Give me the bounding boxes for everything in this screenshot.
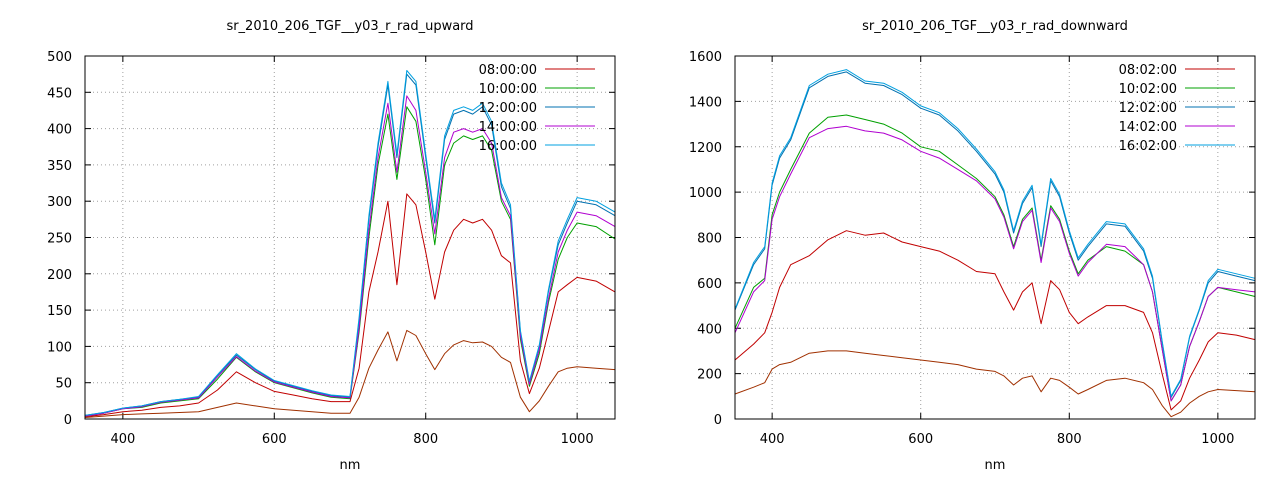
y-tick-label: 250 (47, 232, 72, 247)
x-tick-label: 1000 (561, 432, 594, 447)
series-line-140000 (84, 95, 616, 417)
y-tick-label: 150 (47, 304, 72, 319)
y-tick-label: 50 (55, 377, 72, 392)
x-tick-label: 600 (908, 432, 933, 447)
legend-label: 14:00:00 (479, 120, 537, 135)
chart-title: sr_2010_206_TGF__y03_r_rad_upward (226, 19, 473, 34)
x-tick-label: 800 (1057, 432, 1082, 447)
plot-frame (84, 55, 616, 420)
y-tick-label: 1400 (689, 95, 722, 110)
legend-label: 12:02:00 (1119, 101, 1177, 116)
x-tick-label: 800 (413, 432, 438, 447)
y-tick-label: 600 (697, 277, 722, 292)
series-line-120200 (734, 71, 1256, 398)
series-line-160200 (734, 69, 1256, 397)
y-tick-label: 800 (697, 232, 722, 247)
y-tick-label: 1600 (689, 50, 722, 65)
series-line-100000 (84, 106, 616, 417)
y-tick-label: 1000 (689, 186, 722, 201)
y-tick-label: 450 (47, 86, 72, 101)
downward-radiance-chart: sr_2010_206_TGF__y03_r_rad_downward 0 200 4… (689, 19, 1256, 473)
legend-label: 16:00:00 (479, 139, 537, 154)
plot-frame (734, 55, 1256, 420)
y-tick-label: 300 (47, 195, 72, 210)
y-tick-label: 0 (64, 413, 72, 428)
x-axis-label: nm (985, 458, 1006, 473)
upward-radiance-chart: sr_2010_206_TGF__y03_r_rad_upward 0 50 100 1… (47, 19, 616, 473)
series-line-140200 (734, 125, 1256, 402)
series-line-unlabeled (734, 350, 1256, 418)
series-line-160000 (84, 70, 616, 416)
y-tick-label: 350 (47, 159, 72, 174)
legend-label: 10:00:00 (479, 82, 537, 97)
legend-label: 08:00:00 (479, 63, 537, 78)
legend-label: 16:02:00 (1119, 139, 1177, 154)
x-tick-label: 400 (110, 432, 135, 447)
series-line-100200 (734, 114, 1256, 402)
legend-label: 08:02:00 (1119, 63, 1177, 78)
x-axis-label: nm (340, 458, 361, 473)
legend-label: 14:02:00 (1119, 120, 1177, 135)
chart-title: sr_2010_206_TGF__y03_r_rad_downward (862, 19, 1128, 34)
legend-label: 10:02:00 (1119, 82, 1177, 97)
y-tick-label: 400 (697, 322, 722, 337)
legend-label: 12:00:00 (479, 101, 537, 116)
series-line-080000 (84, 193, 616, 418)
y-tick-label: 200 (47, 268, 72, 283)
series-line-unlabeled (84, 329, 616, 418)
y-tick-label: 400 (47, 123, 72, 138)
y-tick-label: 100 (47, 340, 72, 355)
series-line-080200 (734, 230, 1256, 411)
y-tick-label: 1200 (689, 141, 722, 156)
x-tick-label: 400 (760, 432, 785, 447)
y-tick-label: 500 (47, 50, 72, 65)
x-tick-label: 1000 (1201, 432, 1234, 447)
y-tick-label: 200 (697, 368, 722, 383)
x-tick-label: 600 (262, 432, 287, 447)
y-tick-label: 0 (714, 413, 722, 428)
